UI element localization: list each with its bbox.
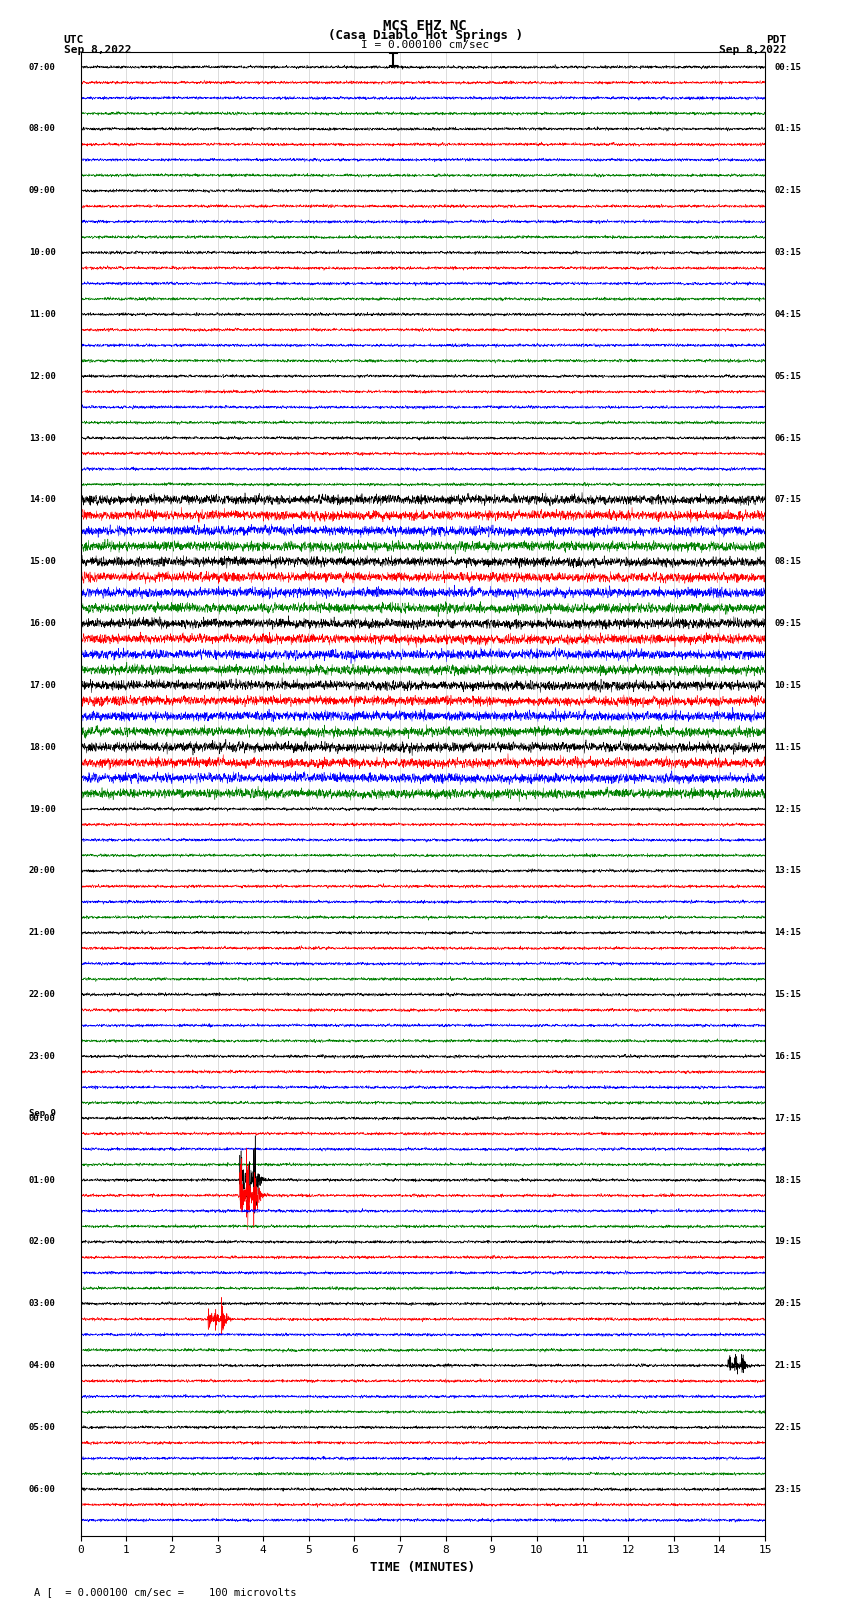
Text: 11:15: 11:15	[774, 742, 801, 752]
Text: 22:15: 22:15	[774, 1423, 801, 1432]
Text: 19:15: 19:15	[774, 1237, 801, 1247]
Text: 01:00: 01:00	[29, 1176, 55, 1184]
Text: UTC: UTC	[64, 35, 84, 45]
Text: 10:00: 10:00	[29, 248, 55, 256]
Text: 14:00: 14:00	[29, 495, 55, 505]
Text: 00:00: 00:00	[29, 1113, 55, 1123]
Text: 12:00: 12:00	[29, 371, 55, 381]
Text: 06:00: 06:00	[29, 1484, 55, 1494]
Text: 04:15: 04:15	[774, 310, 801, 319]
Text: 03:00: 03:00	[29, 1298, 55, 1308]
Text: A [  = 0.000100 cm/sec =    100 microvolts: A [ = 0.000100 cm/sec = 100 microvolts	[34, 1587, 297, 1597]
Text: 14:15: 14:15	[774, 927, 801, 937]
Text: 15:00: 15:00	[29, 556, 55, 566]
Text: 09:00: 09:00	[29, 185, 55, 195]
Text: 17:15: 17:15	[774, 1113, 801, 1123]
Text: PDT: PDT	[766, 35, 786, 45]
X-axis label: TIME (MINUTES): TIME (MINUTES)	[371, 1561, 475, 1574]
Text: 06:15: 06:15	[774, 434, 801, 442]
Text: 23:00: 23:00	[29, 1052, 55, 1061]
Text: 07:00: 07:00	[29, 63, 55, 71]
Text: 05:15: 05:15	[774, 371, 801, 381]
Text: 02:00: 02:00	[29, 1237, 55, 1247]
Text: 07:15: 07:15	[774, 495, 801, 505]
Text: 08:00: 08:00	[29, 124, 55, 134]
Text: Sep 9: Sep 9	[29, 1110, 55, 1118]
Text: 11:00: 11:00	[29, 310, 55, 319]
Text: 21:15: 21:15	[774, 1361, 801, 1369]
Text: 19:00: 19:00	[29, 805, 55, 813]
Text: 20:00: 20:00	[29, 866, 55, 876]
Text: 02:15: 02:15	[774, 185, 801, 195]
Text: I = 0.000100 cm/sec: I = 0.000100 cm/sec	[361, 40, 489, 50]
Text: 20:15: 20:15	[774, 1298, 801, 1308]
Text: 18:15: 18:15	[774, 1176, 801, 1184]
Text: MCS EHZ NC: MCS EHZ NC	[383, 19, 467, 34]
Text: 12:15: 12:15	[774, 805, 801, 813]
Text: 01:15: 01:15	[774, 124, 801, 134]
Text: 16:00: 16:00	[29, 619, 55, 627]
Text: Sep 8,2022: Sep 8,2022	[719, 45, 786, 55]
Text: 18:00: 18:00	[29, 742, 55, 752]
Text: 21:00: 21:00	[29, 927, 55, 937]
Text: 13:15: 13:15	[774, 866, 801, 876]
Text: 10:15: 10:15	[774, 681, 801, 690]
Text: Sep 8,2022: Sep 8,2022	[64, 45, 131, 55]
Text: 15:15: 15:15	[774, 990, 801, 998]
Text: 23:15: 23:15	[774, 1484, 801, 1494]
Text: 09:15: 09:15	[774, 619, 801, 627]
Text: 04:00: 04:00	[29, 1361, 55, 1369]
Text: 05:00: 05:00	[29, 1423, 55, 1432]
Text: 08:15: 08:15	[774, 556, 801, 566]
Text: 13:00: 13:00	[29, 434, 55, 442]
Text: (Casa Diablo Hot Springs ): (Casa Diablo Hot Springs )	[327, 29, 523, 42]
Text: 03:15: 03:15	[774, 248, 801, 256]
Text: 22:00: 22:00	[29, 990, 55, 998]
Text: 16:15: 16:15	[774, 1052, 801, 1061]
Text: 17:00: 17:00	[29, 681, 55, 690]
Text: 00:15: 00:15	[774, 63, 801, 71]
